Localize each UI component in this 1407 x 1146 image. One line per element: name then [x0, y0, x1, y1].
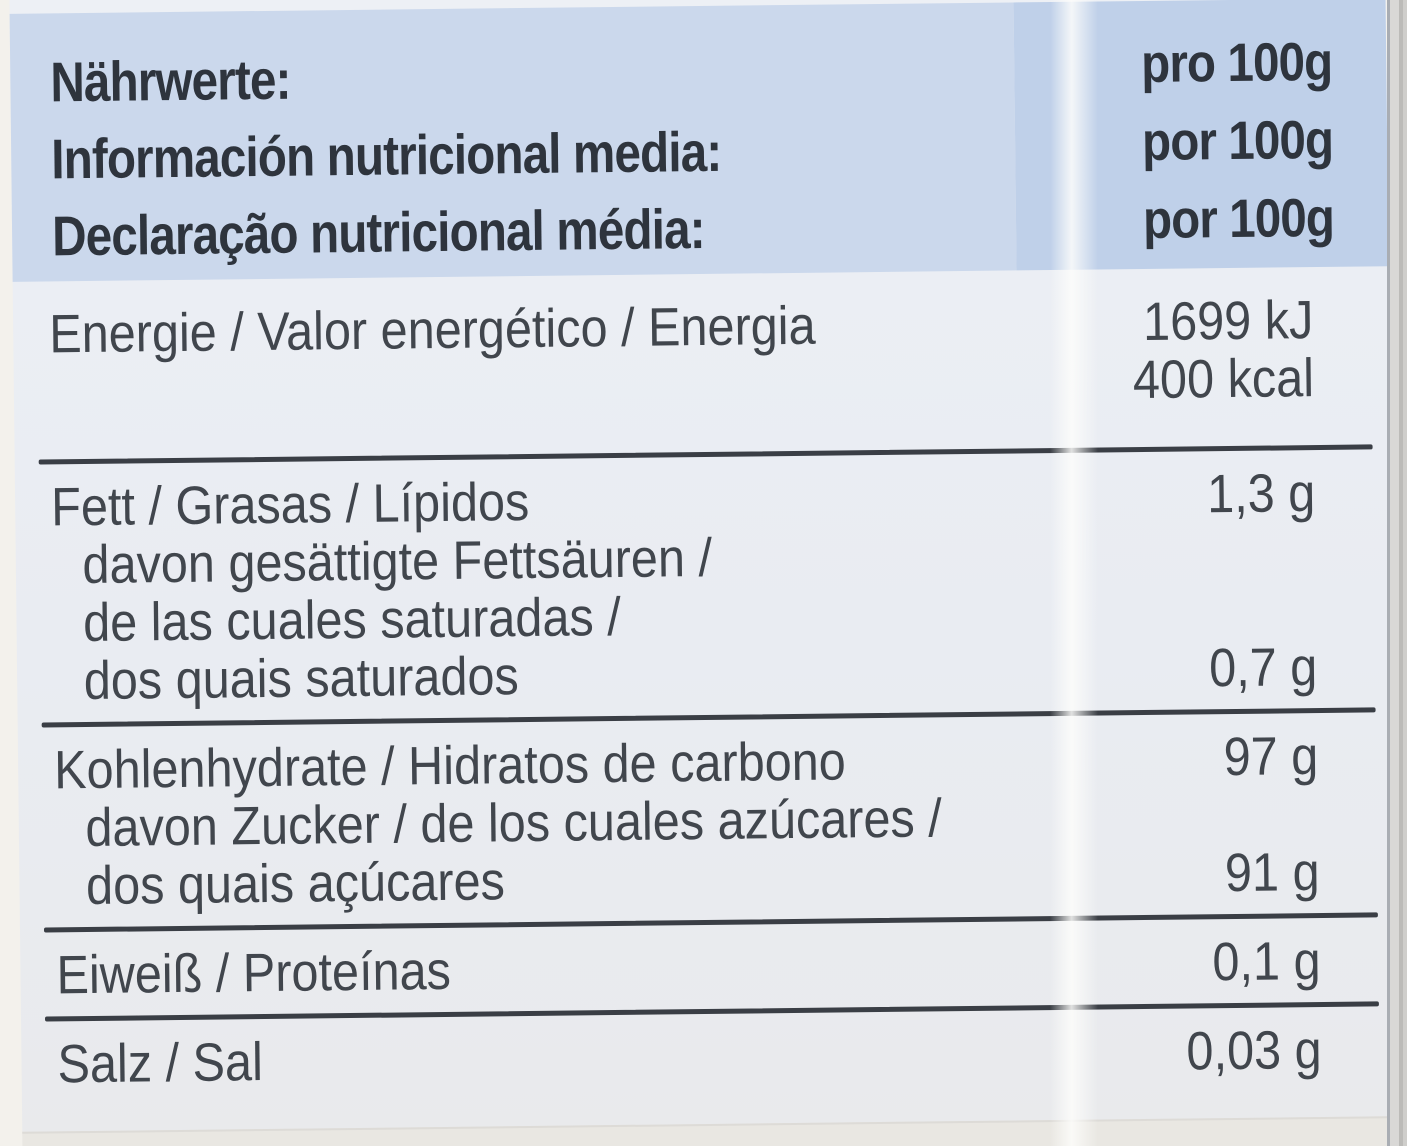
header-amount-column: pro 100g por 100g por 100g	[1013, 0, 1389, 271]
nutrient-value: 0,03 g	[1185, 1020, 1322, 1082]
nutrient-sublabel: dos quais saturados	[83, 646, 520, 712]
nutrient-row-fat: Fett / Grasas / Lípidos 1,3 g davon gesä…	[15, 449, 1394, 723]
nutrient-sublabel: de las cuales saturadas /	[82, 586, 622, 654]
package-right-edge	[1387, 0, 1407, 1146]
nutrient-value: 0,7 g	[1208, 637, 1318, 699]
nutrition-label: Nährwerte: Información nutricional media…	[9, 0, 1399, 1146]
label-header: Nährwerte: Información nutricional media…	[9, 0, 1389, 282]
nutrient-value: 97 g	[1223, 726, 1319, 788]
nutrient-label: Salz / Sal	[57, 1032, 264, 1095]
nutrient-value: 91 g	[1224, 842, 1320, 904]
header-title-de: Nährwerte:	[50, 47, 291, 114]
header-amount-es: por 100g	[1141, 109, 1334, 173]
nutrient-line: Eiweiß / Proteínas 0,1 g	[20, 931, 1397, 1005]
nutrient-value: 1,3 g	[1206, 463, 1316, 525]
nutrient-sublabel: dos quais açúcares	[85, 851, 506, 917]
nutrient-label: Fett / Grasas / Lípidos	[50, 471, 530, 538]
nutrient-label: Eiweiß / Proteínas	[56, 940, 452, 1006]
nutrient-line: dos quais saturados 0,7 g	[17, 637, 1394, 711]
header-title-es: Información nutricional media:	[50, 119, 722, 191]
nutrient-value: 0,1 g	[1211, 931, 1321, 993]
nutrient-row-protein: Eiweiß / Proteínas 0,1 g	[20, 917, 1397, 1017]
nutrient-line: Salz / Sal 0,03 g	[21, 1020, 1398, 1094]
nutrition-table: Energie / Valor energético / Energia 169…	[13, 266, 1398, 1106]
nutrient-line: dos quais açúcares 91 g	[19, 842, 1396, 916]
nutrient-label: Energie / Valor energético / Energia	[48, 295, 816, 365]
header-title-column: Nährwerte: Información nutricional media…	[9, 2, 1017, 282]
label-bottom-edge	[22, 1116, 1399, 1146]
nutrient-value: 400 kcal	[1132, 348, 1315, 411]
nutrient-value: 1699 kJ	[1142, 290, 1314, 353]
nutrient-row-carbohydrate: Kohlenhydrate / Hidratos de carbono 97 g…	[18, 712, 1396, 928]
nutrient-sublabel: davon Zucker / de los cuales azúcares /	[85, 788, 943, 859]
header-amount-pt: por 100g	[1142, 187, 1335, 250]
nutrient-row-salt: Salz / Sal 0,03 g	[21, 1006, 1398, 1106]
nutrient-row-energy: Energie / Valor energético / Energia 169…	[13, 276, 1391, 460]
header-title-pt: Declaração nutricional média:	[51, 196, 705, 268]
header-amount-de: pro 100g	[1140, 31, 1333, 95]
